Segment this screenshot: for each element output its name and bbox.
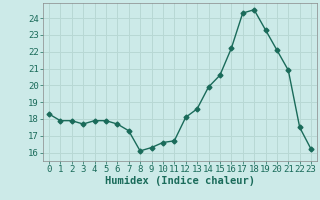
X-axis label: Humidex (Indice chaleur): Humidex (Indice chaleur) bbox=[105, 176, 255, 186]
